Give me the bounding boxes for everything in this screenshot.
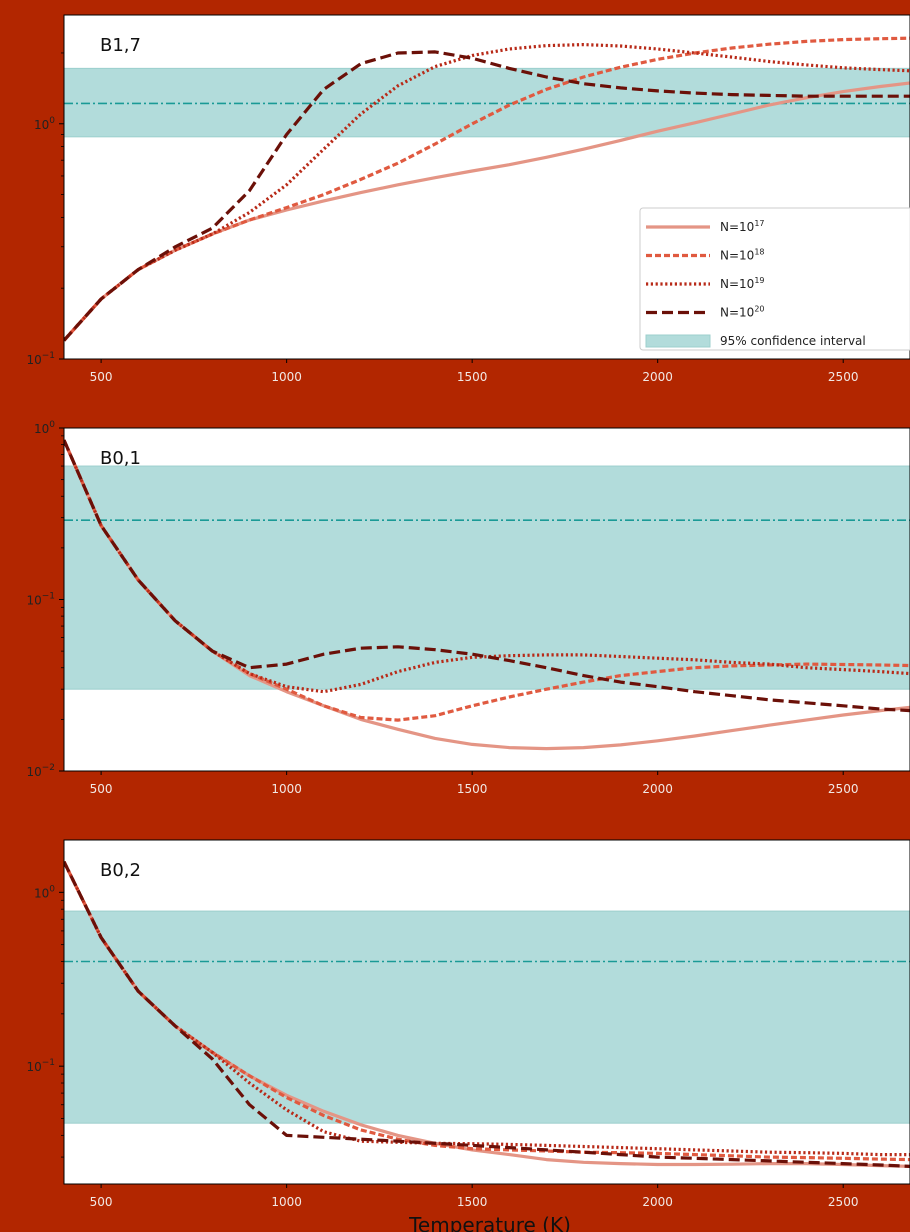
y-tick-label-b0-1-1: 10−1 xyxy=(26,592,55,608)
x-tick-label-b0-1-500: 500 xyxy=(90,782,113,796)
series-line-b1-7-n19 xyxy=(64,42,910,342)
y-tick-label-b0-2-1: 10−1 xyxy=(26,1058,55,1074)
confidence-band-b0-1 xyxy=(63,465,910,690)
legend-label-base: N=10 xyxy=(720,220,754,234)
y-tick-label-b1-7-1-text: 10−1 xyxy=(26,351,55,367)
y-tick-label-b0-1-2-base: 10 xyxy=(26,765,41,779)
x-tick-label-b0-2-2000: 2000 xyxy=(642,1195,673,1209)
y-tick-label-b0-1-2-text: 10−2 xyxy=(26,763,55,779)
x-tick-label-b0-1-1500: 1500 xyxy=(457,782,488,796)
legend-label-exp: 20 xyxy=(754,305,764,314)
y-tick-label-b0-1-0-exp: 0 xyxy=(49,420,55,430)
series-line-b0-1-n18 xyxy=(64,439,910,722)
legend-label-base: N=10 xyxy=(720,277,754,291)
y-tick-label-b0-2-0-exp: 0 xyxy=(49,884,55,894)
legend-label-base: N=10 xyxy=(720,306,754,320)
y-tick-label-b1-7-0: 100 xyxy=(34,116,55,132)
y-tick-label-b0-2-0: 100 xyxy=(34,884,55,900)
series-line-b0-2-n19 xyxy=(64,860,910,1157)
x-tick-label-b0-1-2500: 2500 xyxy=(828,782,859,796)
x-tick-label-b0-2-1000: 1000 xyxy=(271,1195,302,1209)
series-line-b1-7-n20 xyxy=(64,50,910,342)
y-tick-label-b0-2-1-exp: −1 xyxy=(42,1058,55,1068)
panel-title-b1-7: B1,7 xyxy=(100,35,141,56)
x-axis-label: Temperature (K) xyxy=(408,1213,571,1232)
legend-label-n19: N=1019 xyxy=(720,276,765,291)
legend-box xyxy=(639,207,910,351)
y-tick-label-b1-7-0-text: 100 xyxy=(34,116,55,132)
legend-swatch-band xyxy=(645,334,711,348)
panel-frame-b0-2 xyxy=(63,839,910,1185)
panel-frame-b1-7 xyxy=(63,14,910,360)
x-tick-label-b0-1-1000: 1000 xyxy=(271,782,302,796)
y-tick-label-b0-1-0-text: 100 xyxy=(34,420,55,436)
x-tick-label-b0-2-500: 500 xyxy=(90,1195,113,1209)
y-tick-label-b0-2-1-base: 10 xyxy=(26,1060,41,1074)
x-tick-label-b0-2-2500: 2500 xyxy=(828,1195,859,1209)
y-tick-label-b0-1-1-text: 10−1 xyxy=(26,592,55,608)
y-tick-label-b1-7-1-base: 10 xyxy=(26,353,41,367)
x-tick-label-b1-7-500: 500 xyxy=(90,370,113,384)
panel-title-b0-1: B0,1 xyxy=(100,448,141,469)
legend-label-exp: 17 xyxy=(754,219,764,228)
legend-label-band: 95% confidence interval xyxy=(720,334,866,348)
series-group-b0-2 xyxy=(64,860,910,1168)
panel-title-b0-2: B0,2 xyxy=(100,860,141,881)
y-tick-label-b0-1-2: 10−2 xyxy=(26,763,55,779)
legend-label-n20: N=1020 xyxy=(720,305,765,320)
series-line-b1-7-n18 xyxy=(64,36,910,342)
series-group-b1-7 xyxy=(64,36,910,342)
legend-label-exp: 18 xyxy=(754,248,764,257)
y-tick-label-b1-7-1-exp: −1 xyxy=(42,351,55,361)
series-line-b0-2-n18 xyxy=(64,860,910,1162)
y-tick-label-b1-7-0-exp: 0 xyxy=(49,116,55,126)
confidence-band-b0-2 xyxy=(63,910,910,1124)
x-tick-label-b1-7-1000: 1000 xyxy=(271,370,302,384)
legend-label-base: N=10 xyxy=(720,249,754,263)
y-tick-label-b0-2-1-text: 10−1 xyxy=(26,1058,55,1074)
y-tick-label-b0-1-1-exp: −1 xyxy=(42,592,55,602)
x-tick-label-b0-1-2000: 2000 xyxy=(642,782,673,796)
legend-label-n17: N=1017 xyxy=(720,219,765,234)
y-tick-label-b1-7-0-base: 10 xyxy=(34,118,49,132)
legend-label-n18: N=1018 xyxy=(720,248,765,263)
x-tick-label-b1-7-1500: 1500 xyxy=(457,370,488,384)
confidence-band-b1-7 xyxy=(63,67,910,138)
x-tick-label-b1-7-2500: 2500 xyxy=(828,370,859,384)
y-tick-label-b1-7-1: 10−1 xyxy=(26,351,55,367)
y-tick-label-b0-2-0-text: 100 xyxy=(34,884,55,900)
series-group-b0-1 xyxy=(64,439,910,751)
y-tick-label-b0-1-1-base: 10 xyxy=(26,594,41,608)
series-line-b0-2-n20 xyxy=(64,860,910,1168)
y-tick-label-b0-1-2-exp: −2 xyxy=(42,763,55,773)
series-line-b0-1-n20 xyxy=(64,439,910,713)
y-tick-label-b0-1-0-base: 10 xyxy=(34,422,49,436)
y-tick-label-b0-1-0: 100 xyxy=(34,420,55,436)
x-tick-label-b1-7-2000: 2000 xyxy=(642,370,673,384)
y-tick-label-b0-2-0-base: 10 xyxy=(34,886,49,900)
x-tick-label-b0-2-1500: 1500 xyxy=(457,1195,488,1209)
legend-label-exp: 19 xyxy=(754,276,764,285)
